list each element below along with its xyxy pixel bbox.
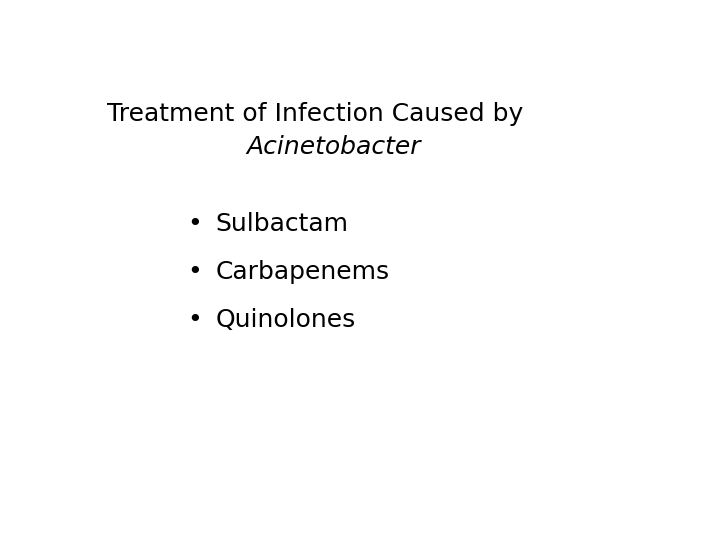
Text: Treatment of Infection Caused by: Treatment of Infection Caused by (107, 102, 523, 126)
Text: Quinolones: Quinolones (215, 308, 356, 332)
Text: Sulbactam: Sulbactam (215, 212, 348, 237)
Text: •: • (187, 308, 202, 332)
Text: •: • (187, 260, 202, 284)
Text: Carbapenems: Carbapenems (215, 260, 390, 284)
Text: •: • (187, 212, 202, 237)
Text: Acinetobacter: Acinetobacter (246, 136, 420, 159)
